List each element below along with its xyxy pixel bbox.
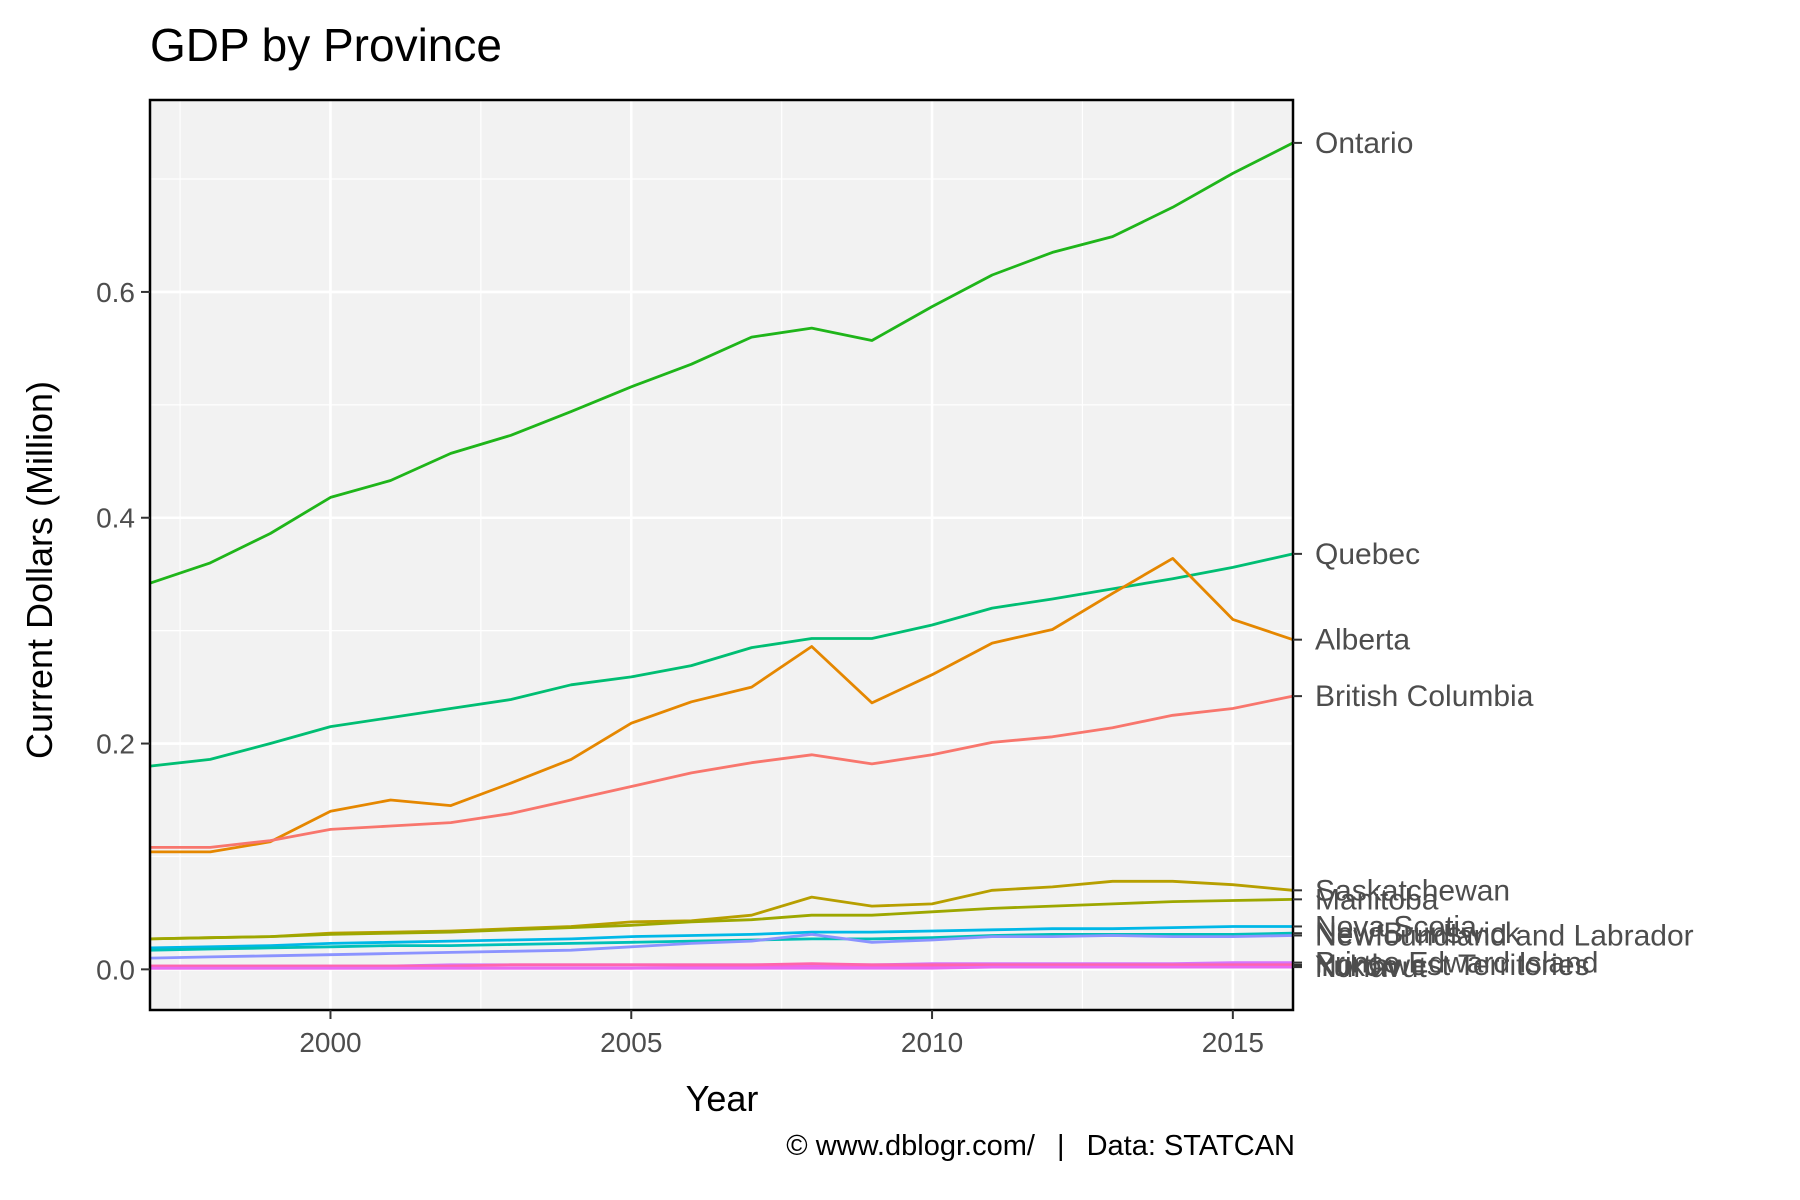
series-direct-labels: Ontario Quebec Alberta British Columbia Sask… <box>1293 127 1694 984</box>
y-axis-label: Current Dollars (Million) <box>19 380 60 760</box>
chart-title: GDP by Province <box>150 19 502 71</box>
series-line-british-columbia <box>150 694 1294 849</box>
series-label: Quebec <box>1315 538 1420 571</box>
x-tick-label: 2000 <box>299 1027 361 1058</box>
plot-border <box>148 98 1295 1012</box>
series-line-alberta <box>150 557 1294 854</box>
series-label: British Columbia <box>1315 680 1534 713</box>
series-label: Saskatchewan <box>1315 874 1510 907</box>
series-line-northwest-territories <box>150 962 1293 968</box>
x-tick-label: 2010 <box>901 1027 963 1058</box>
series-line-manitoba <box>149 898 1294 941</box>
y-tick-label: 0.6 <box>96 277 135 308</box>
series-label: Northwest Territories <box>1315 949 1590 982</box>
x-tick-label: 2005 <box>600 1027 662 1058</box>
grid-minor <box>150 100 1293 1010</box>
series-label: Prince Edward Island <box>1315 947 1598 980</box>
series-line-nunavut <box>150 965 1293 970</box>
series-layer <box>149 141 1294 970</box>
series-line-ontario <box>149 141 1294 585</box>
y-tick-label: 0.2 <box>96 729 135 760</box>
caption-separator: | <box>1056 1130 1065 1162</box>
series-label: Alberta <box>1315 624 1410 657</box>
caption-source-site[interactable]: © www.dblogr.com/ <box>786 1130 1035 1162</box>
series-label: Nunavut <box>1315 951 1427 984</box>
series-line-newfoundland-and-labrador <box>149 933 1294 960</box>
series-line-quebec <box>149 552 1294 768</box>
y-tick-label: 0.0 <box>96 954 135 985</box>
y-axis: 0.0 0.2 0.4 0.6 <box>96 277 150 985</box>
y-tick-label: 0.4 <box>96 503 135 534</box>
x-axis-label: Year <box>685 1078 759 1119</box>
series-label: Yukon <box>1315 950 1398 983</box>
series-label: Nova Scotia <box>1315 910 1477 943</box>
series-label: New Brunswick <box>1315 917 1521 950</box>
caption-data-source: Data: STATCAN <box>1086 1130 1295 1162</box>
series-label: Ontario <box>1315 127 1413 160</box>
plot-panel <box>150 100 1293 1010</box>
caption: © www.dblogr.com/ | Data: STATCAN <box>786 1130 1295 1163</box>
x-tick-label: 2015 <box>1202 1027 1264 1058</box>
x-axis: 2000 2005 2010 2015 <box>299 1010 1264 1058</box>
series-line-nova-scotia <box>149 925 1293 950</box>
series-label: Manitoba <box>1315 883 1439 916</box>
series-label: Newfoundland and Labrador <box>1315 919 1694 952</box>
grid-major <box>150 100 1293 1010</box>
